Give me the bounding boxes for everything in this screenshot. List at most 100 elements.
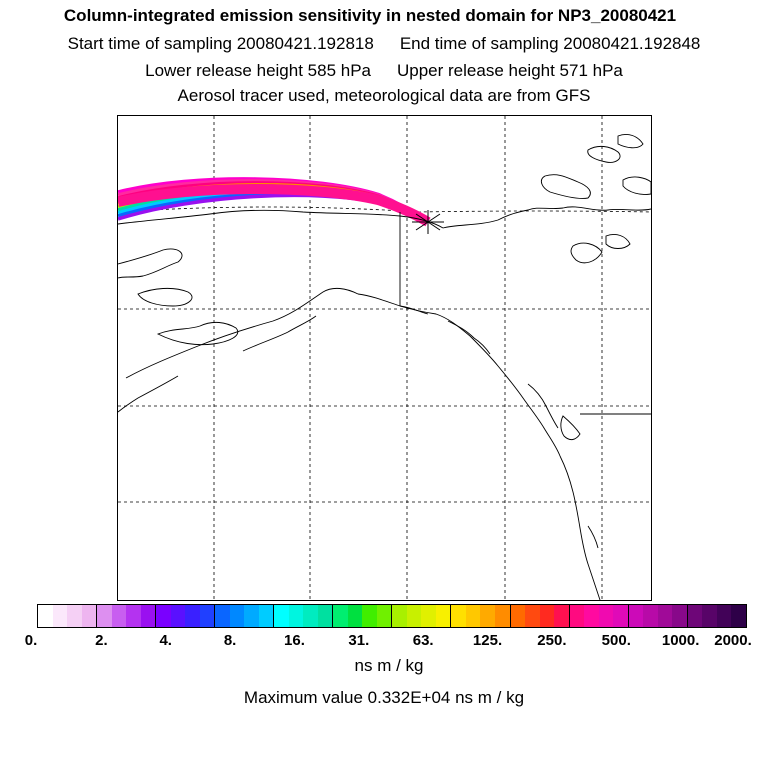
coastlines <box>118 133 651 600</box>
arctic-island <box>587 145 621 163</box>
colorbar-segment <box>258 605 275 627</box>
colorbar-segment <box>362 605 377 627</box>
colorbar-segment <box>494 605 511 627</box>
plume-core <box>118 184 431 227</box>
colorbar-segment <box>67 605 82 627</box>
pacific-coast <box>357 293 561 457</box>
alaska-peninsula <box>125 287 359 379</box>
colorbar-segment <box>376 605 393 627</box>
lower-release-height: Lower release height 585 hPa <box>145 61 371 80</box>
colorbar-segment <box>274 605 289 627</box>
colorbar-segment <box>52 605 68 627</box>
tracer-info: Aerosol tracer used, meteorological data… <box>177 86 591 105</box>
arctic-island <box>605 233 631 249</box>
colorbar-segment <box>140 605 157 627</box>
colorbar-segment <box>672 605 688 627</box>
colorbar-segment <box>170 605 186 627</box>
colorbar-segment <box>451 605 466 627</box>
colorbar-tick-label: 500. <box>601 632 631 649</box>
seward-peninsula <box>137 287 193 307</box>
colorbar-segment <box>643 605 658 627</box>
colorbar-segment <box>392 605 407 627</box>
figure-title: Column-integrated emission sensitivity i… <box>63 6 677 25</box>
arctic-island <box>622 176 651 195</box>
colorbar-tick-labels: 0. 2. 4. 8. 16. 31. 63. 125. 250. 500. 1000. 2000. <box>0 632 768 652</box>
colorbar-segment <box>716 605 732 627</box>
colorbar-segment <box>303 605 318 627</box>
colorbar-segment <box>156 605 171 627</box>
arctic-coast-west <box>118 209 444 229</box>
colorbar-segment <box>126 605 141 627</box>
colorbar-tick-label: 63. <box>412 632 434 649</box>
borders <box>399 212 651 415</box>
colorbar-segment <box>510 605 526 627</box>
release-heights: Lower release height 585 hPa Upper releas… <box>0 61 768 81</box>
colorbar-tick-label: 125. <box>472 632 503 649</box>
colorbar-segment <box>421 605 436 627</box>
colorbar-segment <box>657 605 673 627</box>
colorbar-segment <box>244 605 259 627</box>
start-time: Start time of sampling 20080421.192818 <box>67 34 374 53</box>
colorbar-tick-label: 250. <box>537 632 567 649</box>
colorbar-segment <box>199 605 216 627</box>
colorbar-segment <box>539 605 555 627</box>
map-panel <box>117 115 652 601</box>
colorbar-tick-label: 31. <box>348 632 370 649</box>
arctic-coast-east <box>442 206 651 229</box>
colorbar-segment <box>215 605 230 627</box>
arctic-island <box>617 133 644 149</box>
colorbar-segment <box>628 605 644 627</box>
colorbar-tick-label: 2. <box>95 632 108 649</box>
colorbar-units: ns m / kg <box>354 656 424 675</box>
colorbar-segment <box>38 605 53 627</box>
colorbar-tick-label: 16. <box>284 632 305 649</box>
colorbar-tick-label: 0. <box>24 632 38 649</box>
colorbar-segment <box>569 605 585 627</box>
colorbar-segment <box>525 605 540 627</box>
baja-coast <box>587 525 599 549</box>
alaska-southwest-coast <box>156 321 239 346</box>
colorbar-segment <box>288 605 304 627</box>
arctic-island <box>540 174 591 199</box>
sampling-times: Start time of sampling 20080421.192818 En… <box>0 34 768 54</box>
pacific-coast-south <box>559 455 601 600</box>
colorbar-segment <box>702 605 717 627</box>
arctic-island <box>570 242 603 264</box>
colorbar-segment <box>731 605 746 627</box>
colorbar-segment <box>81 605 98 627</box>
colorbar-tick-label: 4. <box>159 632 172 649</box>
colorbar-segment <box>554 605 570 627</box>
colorbar-segment <box>465 605 481 627</box>
map-svg <box>118 116 651 600</box>
colorbar-segment <box>406 605 422 627</box>
maximum-value: Maximum value 0.332E+04 ns m / kg <box>243 688 525 707</box>
end-time: End time of sampling 20080421.192848 <box>399 34 701 53</box>
inside-passage <box>447 320 491 355</box>
colorbar-segment <box>613 605 629 627</box>
colorbar-segment <box>317 605 334 627</box>
colorbar-segment <box>333 605 348 627</box>
vancouver-island <box>560 415 581 441</box>
alaska-canada-border-south <box>399 305 429 315</box>
colorbar-segment <box>435 605 452 627</box>
colorbar-segment <box>584 605 599 627</box>
receptor-marker <box>412 210 444 234</box>
colorbar-segment <box>347 605 363 627</box>
colorbar-segment <box>111 605 127 627</box>
colorbar-tick-label: 1000. <box>661 632 700 649</box>
parallel-line <box>118 206 651 213</box>
aleutian-chain <box>118 375 179 413</box>
colorbar-segment <box>229 605 245 627</box>
bering-coast <box>118 248 183 279</box>
kodiak-coast <box>242 315 317 352</box>
colorbar <box>37 604 747 628</box>
colorbar-segment <box>185 605 200 627</box>
colorbar-tick-label: 8. <box>223 632 237 649</box>
colorbar-segment <box>687 605 703 627</box>
colorbar-segment <box>97 605 112 627</box>
emission-plume <box>118 177 431 227</box>
colorbar-segment <box>598 605 614 627</box>
colorbar-segment <box>480 605 495 627</box>
upper-release-height: Upper release height 571 hPa <box>397 61 623 80</box>
bc-coast <box>527 383 559 429</box>
